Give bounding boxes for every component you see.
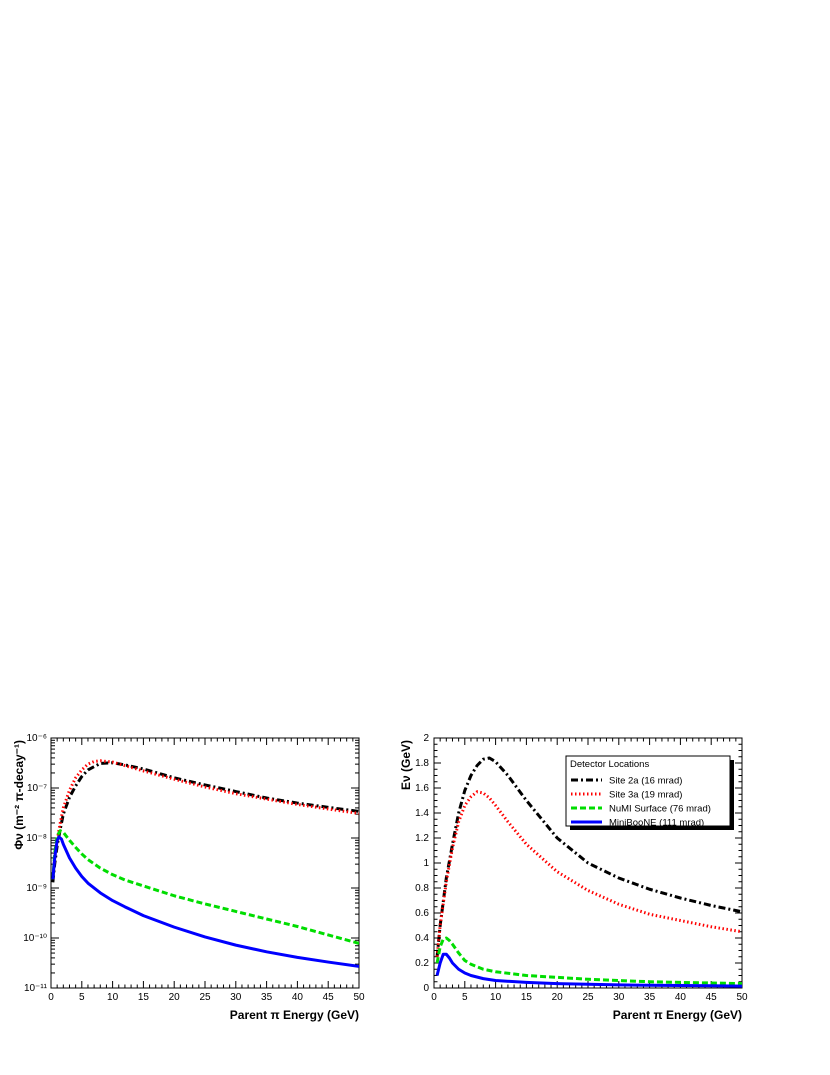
x-tick-label: 0 [431,992,437,1003]
plot-frame [50,737,360,989]
y-tick-label: 0.4 [415,933,429,944]
y-tick-label: 1.2 [415,833,429,844]
x-tick-label: 20 [169,992,181,1003]
series-line-site-3a-19-mrad [51,759,359,880]
y-tick-label: 10⁻¹¹ [24,983,48,994]
legend-entry-label: NuMI Surface (76 mrad) [609,804,711,815]
legend-title: Detector Locations [570,759,649,770]
y-tick-label: 10⁻⁹ [26,883,47,894]
x-tick-label: 40 [292,992,304,1003]
y-axis-title: Φν (m⁻² π-decay⁻¹) [12,740,26,850]
series-line-numi-surface-76-mrad [435,936,742,986]
x-tick-label: 35 [261,992,273,1003]
series-line-site-3a-19-mrad [435,790,742,957]
x-tick-label: 30 [613,992,625,1003]
y-tick-label: 2 [423,733,429,744]
axis-ticks [50,737,360,989]
y-tick-label: 1 [423,858,429,869]
series-group [51,759,359,968]
y-tick-label: 1.4 [415,808,429,819]
left-chart-panel: 0 5 10 15 20 25 30 35 40 45 50 10⁻¹¹ 10⁻¹⁰ 10⁻⁹ 10⁻⁸ 10… [12,733,365,1022]
y-tick-label: 0.6 [415,908,429,919]
x-tick-label: 45 [323,992,335,1003]
x-axis-title: Parent π Energy (GeV) [613,1008,742,1022]
x-tick-label: 40 [675,992,687,1003]
series-line-numi-surface-76-mrad [51,829,359,945]
y-tick-label: 0.8 [415,883,429,894]
y-tick-label: 10⁻⁶ [26,733,47,744]
x-tick-label: 50 [353,992,365,1003]
legend-entry-label: MiniBooNE (111 mrad) [609,818,704,829]
y-tick-label: 10⁻⁷ [27,783,47,794]
y-tick-label: 1.6 [415,783,429,794]
x-tick-label: 0 [48,992,54,1003]
right-chart-panel: 0 5 10 15 20 25 30 35 40 45 50 0 0.2 0.4 0.6 0.8 1 1.2 1.4… [399,733,748,1022]
x-tick-label: 30 [230,992,242,1003]
legend-entry-label: Site 3a (19 mrad) [609,790,682,801]
x-axis-title: Parent π Energy (GeV) [230,1008,359,1022]
x-tick-label: 10 [107,992,119,1003]
x-tick-label: 20 [552,992,564,1003]
x-tick-label: 10 [490,992,502,1003]
series-group [435,756,742,988]
x-tick-label: 15 [138,992,150,1003]
x-tick-label: 5 [462,992,468,1003]
legend-entry-label: Site 2a (16 mrad) [609,776,682,787]
y-tick-label: 10⁻¹⁰ [23,933,47,944]
x-tick-label: 25 [199,992,211,1003]
x-tick-label: 15 [521,992,533,1003]
y-tick-label: 10⁻⁸ [26,833,47,844]
y-axis-title: Eν (GeV) [399,740,413,790]
x-tick-label: 35 [644,992,656,1003]
x-tick-label: 50 [736,992,748,1003]
x-tick-label: 5 [79,992,85,1003]
legend: Detector Locations Site 2a (16 mrad) Site … [565,755,734,830]
x-tick-label: 25 [582,992,594,1003]
series-line-miniboone-111-mrad [51,835,359,968]
y-tick-label: 1.8 [415,758,429,769]
y-tick-label: 0.2 [415,958,429,969]
x-tick-label: 45 [706,992,718,1003]
legend-box [565,755,731,827]
series-line-site-2a-16-mrad [435,756,742,957]
series-line-miniboone-111-mrad [435,952,742,988]
y-tick-label: 0 [423,983,429,994]
series-line-site-2a-16-mrad [51,761,359,883]
